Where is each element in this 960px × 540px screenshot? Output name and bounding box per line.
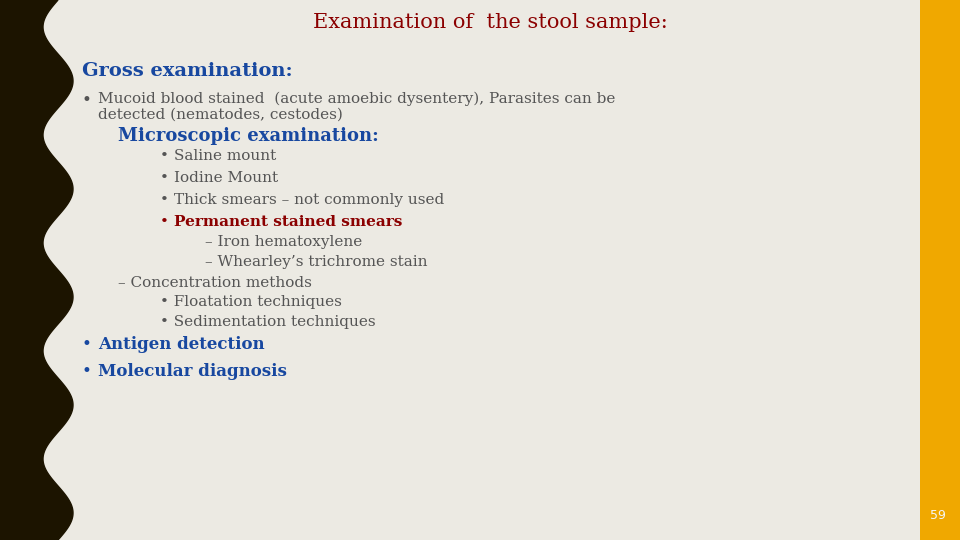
Text: •: • bbox=[160, 193, 169, 207]
Text: Saline mount: Saline mount bbox=[174, 149, 276, 163]
Text: •: • bbox=[82, 363, 92, 380]
Polygon shape bbox=[0, 0, 73, 540]
Text: – Iron hematoxylene: – Iron hematoxylene bbox=[205, 235, 362, 249]
Text: •: • bbox=[82, 92, 92, 109]
Text: – Concentration methods: – Concentration methods bbox=[118, 276, 312, 290]
Text: •: • bbox=[82, 336, 92, 353]
Text: • Floatation techniques: • Floatation techniques bbox=[160, 295, 342, 309]
Text: Mucoid blood stained  (acute amoebic dysentery), Parasites can be: Mucoid blood stained (acute amoebic dyse… bbox=[98, 92, 615, 106]
Text: • Sedimentation techniques: • Sedimentation techniques bbox=[160, 315, 375, 329]
Text: •: • bbox=[160, 149, 169, 163]
Text: Antigen detection: Antigen detection bbox=[98, 336, 265, 353]
Text: Permanent stained smears: Permanent stained smears bbox=[174, 215, 402, 229]
Text: Microscopic examination:: Microscopic examination: bbox=[118, 127, 379, 145]
Text: detected (nematodes, cestodes): detected (nematodes, cestodes) bbox=[98, 108, 343, 122]
Text: •: • bbox=[160, 171, 169, 185]
Text: Thick smears – not commonly used: Thick smears – not commonly used bbox=[174, 193, 444, 207]
Text: – Whearley’s trichrome stain: – Whearley’s trichrome stain bbox=[205, 255, 427, 269]
Bar bbox=[920, 0, 960, 540]
Text: Molecular diagnosis: Molecular diagnosis bbox=[98, 363, 287, 380]
Text: 59: 59 bbox=[930, 509, 946, 522]
Text: Gross examination:: Gross examination: bbox=[82, 62, 293, 80]
Text: Iodine Mount: Iodine Mount bbox=[174, 171, 278, 185]
Text: •: • bbox=[160, 215, 169, 229]
Text: Examination of  the stool sample:: Examination of the stool sample: bbox=[313, 13, 667, 32]
